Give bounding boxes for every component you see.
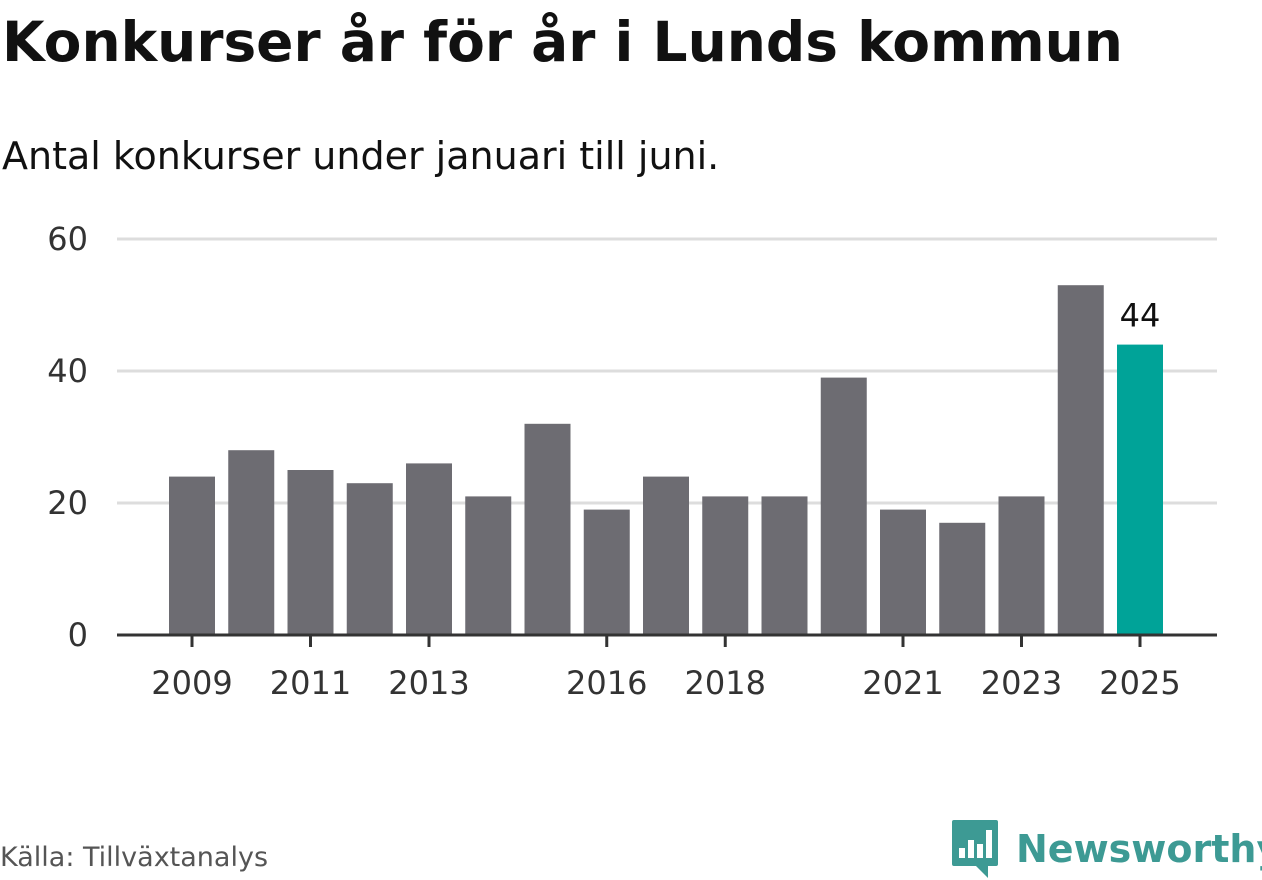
bar-2022 bbox=[939, 522, 986, 635]
x-tick-label-2018: 2018 bbox=[685, 664, 766, 702]
x-tick-label-2023: 2023 bbox=[981, 664, 1062, 702]
data-label-2025: 44 bbox=[1120, 297, 1161, 335]
bar-chart: 0 20 40 60 2009 2011 2013 2016 2018 2021 2023 2025… bbox=[47, 220, 1217, 702]
chart-subtitle: Antal konkurser under januari till juni. bbox=[2, 134, 720, 178]
y-axis-tick-labels: 0 20 40 60 bbox=[47, 220, 88, 654]
bar-2012 bbox=[346, 483, 393, 635]
bar-2010 bbox=[228, 450, 275, 635]
x-tick-label-2016: 2016 bbox=[566, 664, 647, 702]
bar-2025 bbox=[1117, 344, 1163, 635]
bars bbox=[169, 285, 1163, 635]
x-axis-tick-labels: 2009 2011 2013 2016 2018 2021 2023 2025 bbox=[151, 635, 1181, 702]
y-tick-label-60: 60 bbox=[47, 220, 88, 258]
x-tick-label-2009: 2009 bbox=[151, 664, 232, 702]
source-note: Källa: Tillväxtanalys bbox=[0, 842, 269, 873]
bar-chart-speech-bubble-icon bbox=[952, 820, 998, 878]
bar-2015 bbox=[524, 423, 571, 635]
bar-2023 bbox=[998, 496, 1045, 635]
y-tick-label-40: 40 bbox=[47, 352, 88, 390]
bar-2018 bbox=[702, 496, 749, 635]
bar-2009 bbox=[169, 476, 215, 635]
chart-title: Konkurser år för år i Lunds kommun bbox=[2, 10, 1123, 74]
bar-2017 bbox=[643, 476, 689, 635]
brand-logo: Newsworthy bbox=[950, 818, 1262, 880]
y-tick-label-0: 0 bbox=[68, 616, 88, 654]
x-tick-label-2025: 2025 bbox=[1099, 664, 1180, 702]
x-tick-label-2021: 2021 bbox=[862, 664, 943, 702]
y-tick-label-20: 20 bbox=[47, 484, 88, 522]
x-tick-label-2013: 2013 bbox=[388, 664, 469, 702]
bar-2019 bbox=[761, 496, 808, 635]
grid-lines bbox=[117, 237, 1217, 505]
bar-2011 bbox=[287, 470, 334, 635]
bar-2024 bbox=[1057, 285, 1104, 635]
bar-2016 bbox=[583, 509, 630, 635]
bar-2020 bbox=[820, 377, 867, 635]
bar-2013 bbox=[406, 463, 452, 635]
brand-name: Newsworthy bbox=[1016, 827, 1262, 871]
x-tick-label-2011: 2011 bbox=[270, 664, 351, 702]
bar-2021 bbox=[880, 509, 926, 635]
bar-2014 bbox=[465, 496, 512, 635]
data-labels: 44 bbox=[1120, 297, 1161, 335]
